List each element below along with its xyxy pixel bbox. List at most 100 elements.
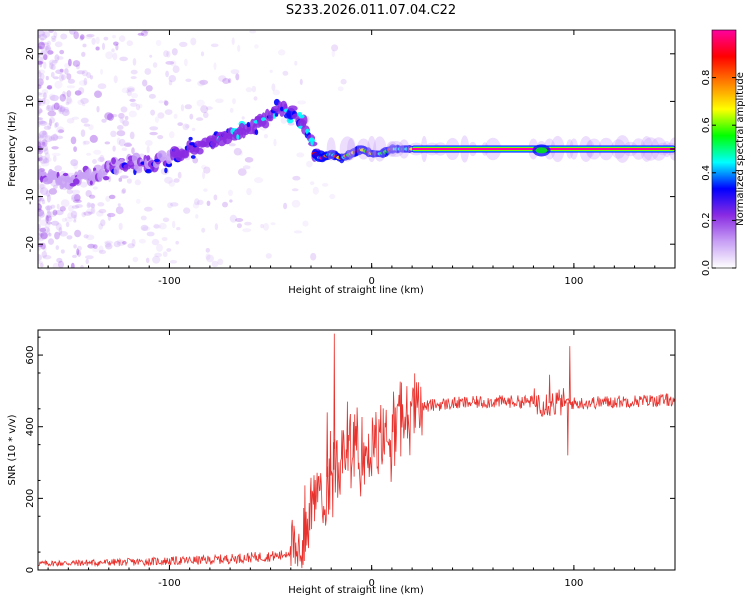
noise-blob [70,136,77,145]
noise-blob [44,157,52,163]
noise-blob [92,247,99,253]
noise-blob [38,207,42,213]
noise-blob [123,143,133,147]
halo-blob [326,137,336,161]
noise-blob [43,92,47,100]
halo-blob [356,138,371,160]
noise-blob [40,232,48,240]
noise-blob [176,227,181,231]
noise-blob [191,127,196,131]
noise-blob [121,118,125,125]
noise-blob [235,218,244,222]
noise-blob [59,105,63,110]
noise-blob [38,33,47,41]
noise-blob [195,214,199,219]
noise-blob [205,106,213,110]
noise-blob [140,215,147,221]
noise-blob [184,58,188,67]
noise-blob [47,85,53,90]
noise-blob [108,194,116,200]
noise-blob [42,226,50,233]
ridge-blob [287,105,298,112]
spectrogram-xtick-label: 0 [368,276,374,287]
noise-blob [130,102,138,107]
noise-blob [38,233,44,237]
noise-blob [86,202,91,209]
noise-blob [222,78,231,84]
noise-blob [105,51,114,60]
noise-blob [217,258,224,265]
noise-blob [74,252,82,256]
noise-blob [39,227,47,233]
noise-blob [126,90,132,97]
noise-blob [272,89,280,96]
noise-blob [92,186,98,190]
noise-blob [83,123,91,127]
noise-blob [98,249,107,255]
noise-blob [72,254,77,258]
spectrogram-ylabel: Frequency (Hz) [7,111,18,187]
noise-blob [205,247,210,253]
noise-blob [38,199,41,206]
noise-blob [282,70,289,76]
halo-blob [339,136,356,162]
noise-blob [54,41,63,48]
noise-blob [73,214,77,221]
noise-blob [45,105,54,112]
noise-blob [69,30,76,35]
noise-blob [293,230,303,234]
noise-blob [165,70,170,78]
noise-blob [45,205,53,211]
spectrogram-xtick-label: -100 [158,276,181,287]
noise-blob [117,203,121,207]
noise-blob [42,255,52,260]
noise-blob [263,134,268,139]
noise-blob [172,220,176,229]
noise-blob [88,124,94,131]
noise-blob [94,89,101,97]
noise-blob [310,252,317,261]
noise-blob [39,56,44,64]
noise-blob [102,42,105,51]
noise-blob [132,58,137,66]
noise-blob [39,155,48,164]
noise-blob [70,159,79,167]
noise-blob [112,145,116,152]
noise-blob [38,237,44,242]
ridge-core [535,147,548,154]
noise-blob [46,211,52,219]
noise-blob [201,164,207,170]
noise-blob [61,74,66,81]
noise-blob [39,144,48,152]
noise-blob [340,78,347,85]
noise-blob [244,157,254,163]
noise-blob [270,222,276,226]
noise-blob [87,243,95,249]
noise-blob [52,262,60,268]
noise-blob [242,165,251,170]
noise-blob [121,87,130,94]
noise-blob [40,50,50,58]
noise-blob [39,233,49,239]
noise-blob [309,181,315,186]
noise-blob [63,106,70,113]
noise-blob [50,64,56,71]
snr-xtick-label: 0 [368,578,374,589]
noise-blob [97,83,107,90]
noise-blob [197,199,204,206]
noise-blob [126,86,135,91]
noise-blob [92,159,97,164]
noise-blob [71,197,77,202]
noise-blob [74,194,81,202]
noise-blob [120,106,128,113]
noise-blob [203,111,209,119]
noise-blob [38,54,41,58]
noise-blob [171,48,178,56]
noise-blob [184,104,192,110]
noise-blob [70,262,75,268]
noise-blob [46,86,52,90]
noise-blob [306,160,313,168]
noise-blob [39,73,45,81]
noise-blob [38,261,43,264]
noise-blob [92,244,98,249]
